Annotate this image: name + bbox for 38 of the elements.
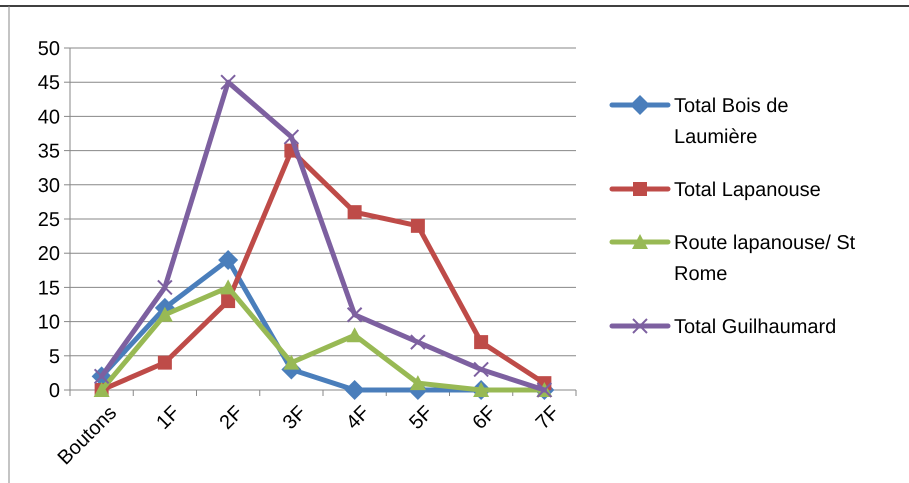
y-tick-label: 30: [38, 174, 60, 197]
legend-label: Total Guilhaumard: [674, 316, 836, 338]
y-tick-label: 50: [38, 38, 60, 60]
x-tick-label: 1F: [152, 402, 184, 434]
point: [218, 250, 238, 270]
point: [410, 218, 425, 233]
x-tick-label: 4F: [342, 402, 374, 434]
y-tick-label: 5: [48, 346, 60, 368]
y-tick-label: 15: [38, 277, 60, 300]
x-tick-label: 5F: [405, 402, 438, 434]
y-tick-label: 35: [38, 140, 60, 163]
y-tick-label: 40: [38, 106, 60, 128]
point: [410, 334, 426, 350]
y-tick-label: 45: [38, 72, 60, 94]
legend-label: Route lapanouse/ St Rome: [674, 232, 856, 285]
point: [156, 306, 173, 322]
point: [156, 279, 173, 296]
legend-label: Total Lapanouse: [674, 179, 821, 201]
point: [473, 361, 490, 378]
point: [221, 294, 236, 308]
y-tick-label: 25: [38, 209, 60, 231]
point: [410, 375, 426, 390]
x-tick-label: 6F: [468, 402, 501, 434]
point: [346, 306, 363, 323]
x-tick-label: 3F: [278, 402, 311, 434]
legend-label: Total Bois de Laumière: [674, 95, 789, 148]
point: [474, 335, 488, 350]
x-tick-label: 7F: [532, 402, 564, 434]
point: [283, 128, 300, 145]
point: [283, 354, 300, 370]
point: [158, 356, 172, 370]
y-tick-label: 10: [38, 312, 60, 334]
point: [220, 279, 236, 294]
y-tick-label: 0: [48, 380, 60, 402]
point: [220, 74, 236, 90]
x-tick-label: 2F: [215, 402, 248, 434]
point: [348, 205, 362, 220]
y-tick-label: 20: [38, 243, 60, 266]
